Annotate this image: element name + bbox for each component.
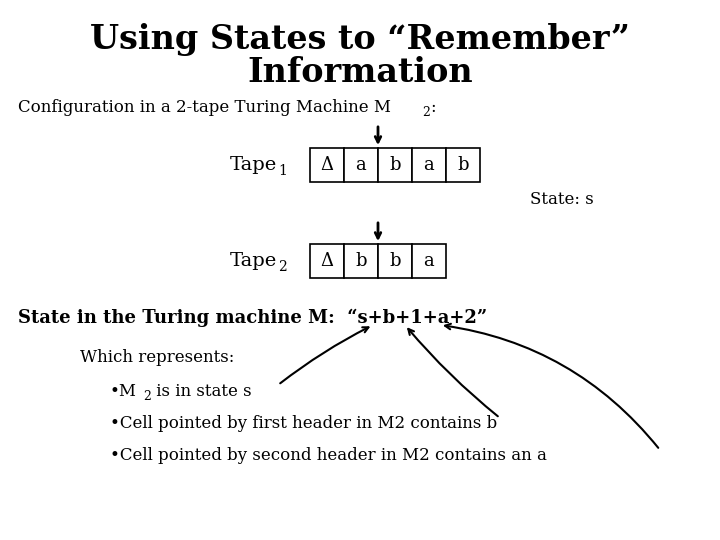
Text: b: b: [355, 252, 366, 270]
Text: :: :: [430, 99, 436, 117]
Text: 2: 2: [143, 389, 151, 402]
Text: •Cell pointed by second header in M2 contains an a: •Cell pointed by second header in M2 con…: [110, 448, 547, 464]
Text: State: s: State: s: [530, 192, 594, 208]
Bar: [412, 244, 446, 278]
Text: b: b: [390, 156, 401, 174]
Text: Tape: Tape: [230, 156, 277, 174]
Bar: [378, 244, 412, 278]
Text: Information: Information: [247, 56, 473, 89]
Text: a: a: [356, 156, 366, 174]
Text: 1: 1: [278, 164, 287, 178]
Text: Which represents:: Which represents:: [80, 349, 235, 367]
Text: a: a: [423, 156, 434, 174]
Text: b: b: [457, 156, 469, 174]
Text: Tape: Tape: [230, 252, 277, 270]
Bar: [446, 148, 480, 182]
Bar: [412, 148, 446, 182]
Bar: [344, 244, 378, 278]
Text: State in the Turing machine M:  “s+b+1+a+2”: State in the Turing machine M: “s+b+1+a+…: [18, 309, 487, 327]
Text: a: a: [423, 252, 434, 270]
Text: 2: 2: [422, 105, 430, 118]
Text: •M: •M: [110, 383, 137, 401]
Text: b: b: [390, 252, 401, 270]
Text: Configuration in a 2-tape Turing Machine M: Configuration in a 2-tape Turing Machine…: [18, 99, 391, 117]
Text: Δ: Δ: [320, 252, 333, 270]
Text: is in state s: is in state s: [151, 383, 251, 401]
Bar: [310, 148, 344, 182]
Text: •Cell pointed by first header in M2 contains b: •Cell pointed by first header in M2 cont…: [110, 415, 498, 433]
Bar: [378, 148, 412, 182]
Text: Using States to “Remember”: Using States to “Remember”: [90, 24, 630, 57]
Text: 2: 2: [278, 260, 287, 274]
Bar: [310, 244, 344, 278]
Bar: [344, 148, 378, 182]
Text: Δ: Δ: [320, 156, 333, 174]
